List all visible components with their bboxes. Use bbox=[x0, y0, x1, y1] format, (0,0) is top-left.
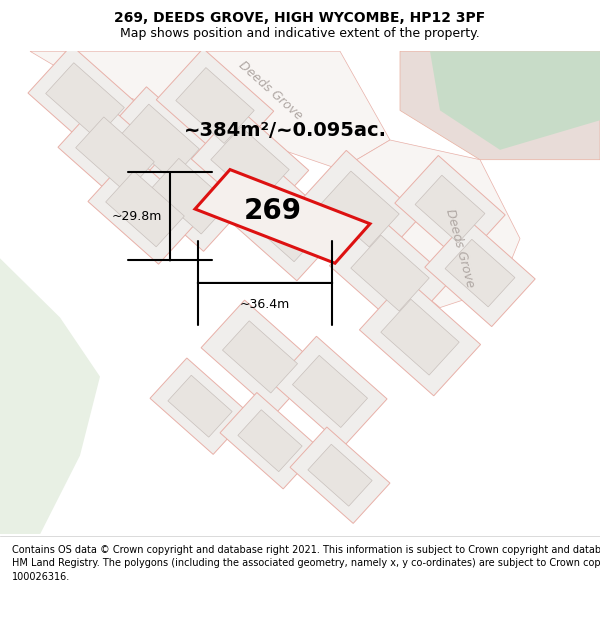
Polygon shape bbox=[223, 321, 298, 393]
Polygon shape bbox=[0, 258, 100, 534]
Polygon shape bbox=[151, 158, 229, 234]
Polygon shape bbox=[246, 186, 324, 262]
Text: Deeds Grove: Deeds Grove bbox=[236, 59, 304, 122]
Polygon shape bbox=[133, 141, 247, 251]
Polygon shape bbox=[395, 156, 505, 262]
Polygon shape bbox=[58, 99, 172, 210]
Text: Map shows position and indicative extent of the property.: Map shows position and indicative extent… bbox=[120, 27, 480, 40]
Polygon shape bbox=[292, 356, 368, 428]
Text: ~36.4m: ~36.4m bbox=[240, 298, 290, 311]
Text: 269: 269 bbox=[244, 198, 302, 226]
Polygon shape bbox=[106, 171, 184, 247]
Polygon shape bbox=[76, 117, 154, 192]
Polygon shape bbox=[150, 358, 250, 454]
Polygon shape bbox=[308, 444, 372, 506]
Polygon shape bbox=[321, 171, 399, 247]
Polygon shape bbox=[238, 410, 302, 472]
Polygon shape bbox=[46, 62, 124, 138]
Polygon shape bbox=[430, 51, 600, 150]
Polygon shape bbox=[299, 151, 421, 268]
Polygon shape bbox=[329, 214, 451, 332]
Polygon shape bbox=[226, 167, 344, 281]
Text: ~384m²/~0.095ac.: ~384m²/~0.095ac. bbox=[184, 121, 386, 139]
Polygon shape bbox=[176, 68, 254, 143]
Polygon shape bbox=[88, 154, 202, 264]
Polygon shape bbox=[273, 336, 387, 446]
Polygon shape bbox=[290, 427, 390, 523]
Polygon shape bbox=[103, 87, 217, 197]
Polygon shape bbox=[220, 392, 320, 489]
Polygon shape bbox=[30, 51, 390, 169]
Text: Deeds Grove: Deeds Grove bbox=[443, 208, 477, 289]
Polygon shape bbox=[381, 299, 459, 375]
Text: Contains OS data © Crown copyright and database right 2021. This information is : Contains OS data © Crown copyright and d… bbox=[12, 545, 600, 582]
Polygon shape bbox=[201, 300, 319, 414]
Polygon shape bbox=[351, 235, 429, 311]
Polygon shape bbox=[415, 175, 485, 242]
Polygon shape bbox=[195, 169, 370, 263]
Polygon shape bbox=[168, 375, 232, 437]
Polygon shape bbox=[445, 239, 515, 307]
Text: ~29.8m: ~29.8m bbox=[112, 210, 162, 223]
Polygon shape bbox=[191, 107, 309, 222]
Polygon shape bbox=[28, 46, 142, 156]
Polygon shape bbox=[425, 219, 535, 327]
Polygon shape bbox=[340, 140, 520, 308]
Polygon shape bbox=[400, 51, 600, 160]
Polygon shape bbox=[359, 279, 481, 396]
Polygon shape bbox=[121, 104, 199, 180]
Polygon shape bbox=[211, 127, 289, 202]
Text: 269, DEEDS GROVE, HIGH WYCOMBE, HP12 3PF: 269, DEEDS GROVE, HIGH WYCOMBE, HP12 3PF bbox=[115, 11, 485, 25]
Polygon shape bbox=[156, 49, 274, 162]
